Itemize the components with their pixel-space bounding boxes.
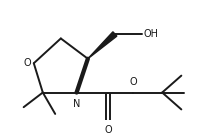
Text: O: O xyxy=(104,124,112,135)
Text: N: N xyxy=(73,99,80,109)
Polygon shape xyxy=(88,32,117,59)
Text: O: O xyxy=(24,58,31,68)
Text: OH: OH xyxy=(144,29,159,39)
Text: O: O xyxy=(129,77,137,87)
